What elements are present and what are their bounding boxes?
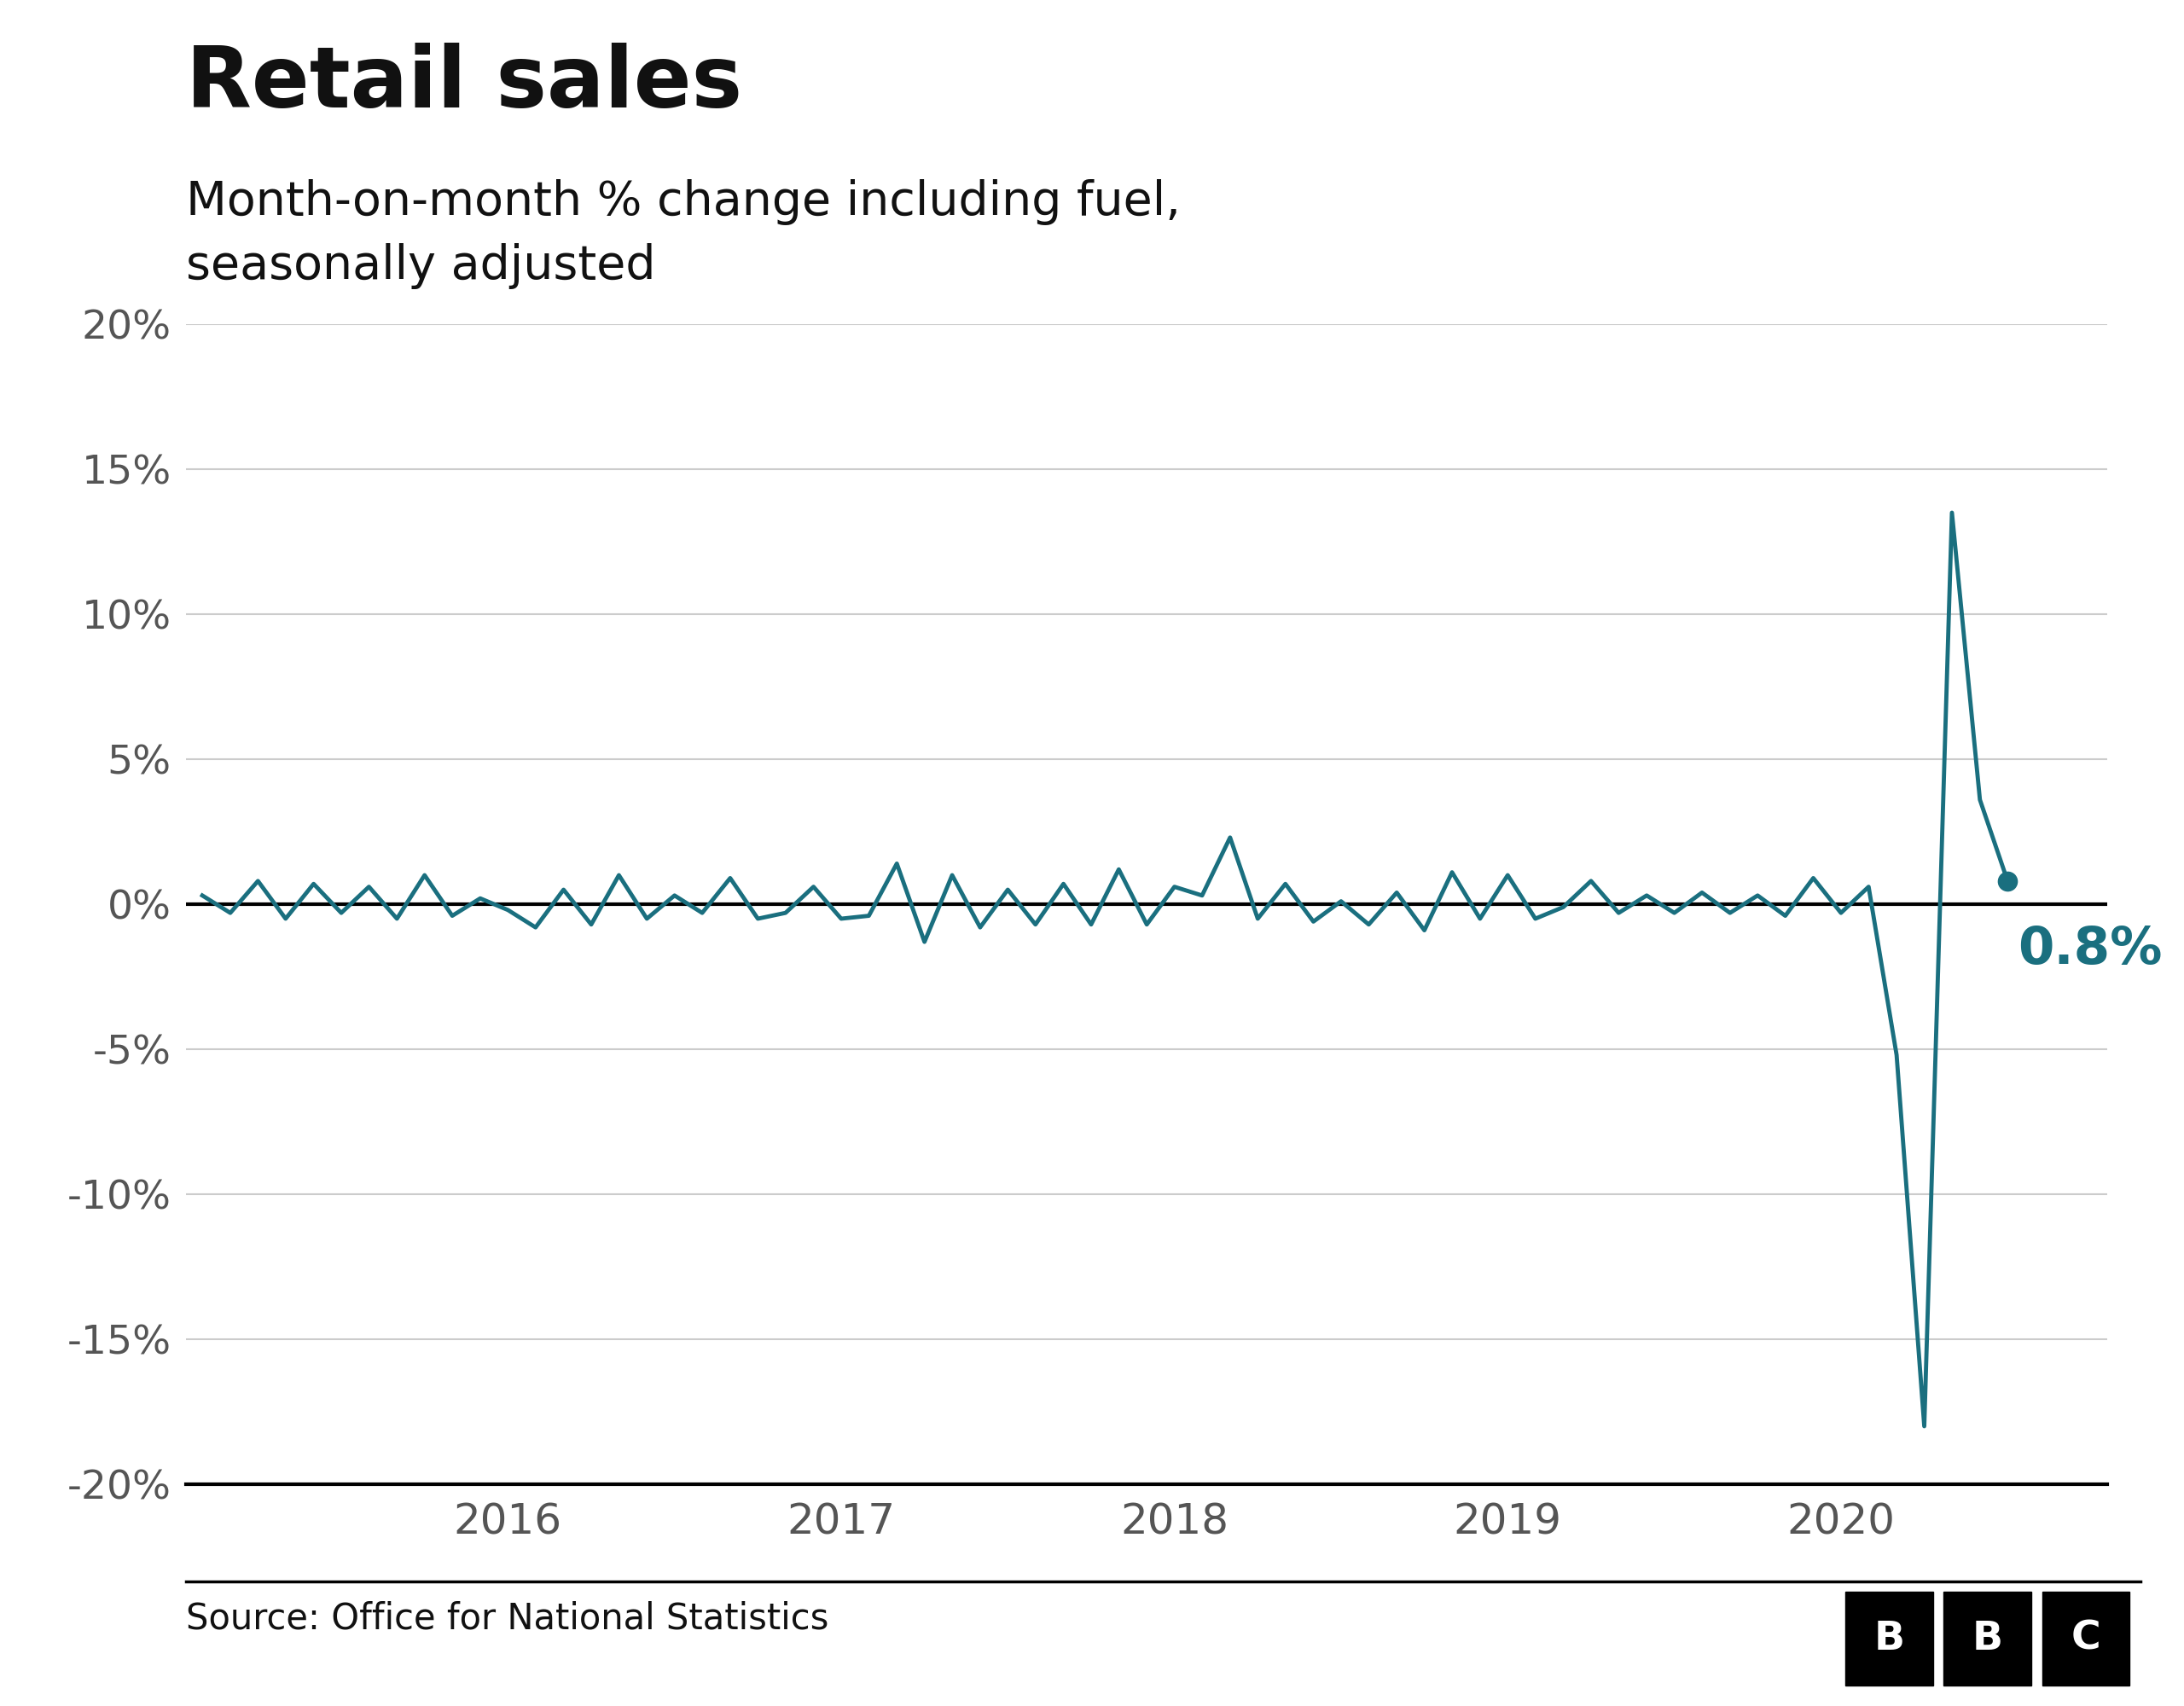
Text: B: B (1972, 1619, 2003, 1658)
Text: 0.8%: 0.8% (2018, 925, 2162, 974)
Text: Month-on-month % change including fuel,
seasonally adjusted: Month-on-month % change including fuel, … (186, 179, 1179, 288)
Text: Source: Office for National Statistics: Source: Office for National Statistics (186, 1600, 828, 1636)
Text: Retail sales: Retail sales (186, 43, 743, 126)
Text: C: C (2070, 1619, 2101, 1658)
Text: B: B (1874, 1619, 1904, 1658)
